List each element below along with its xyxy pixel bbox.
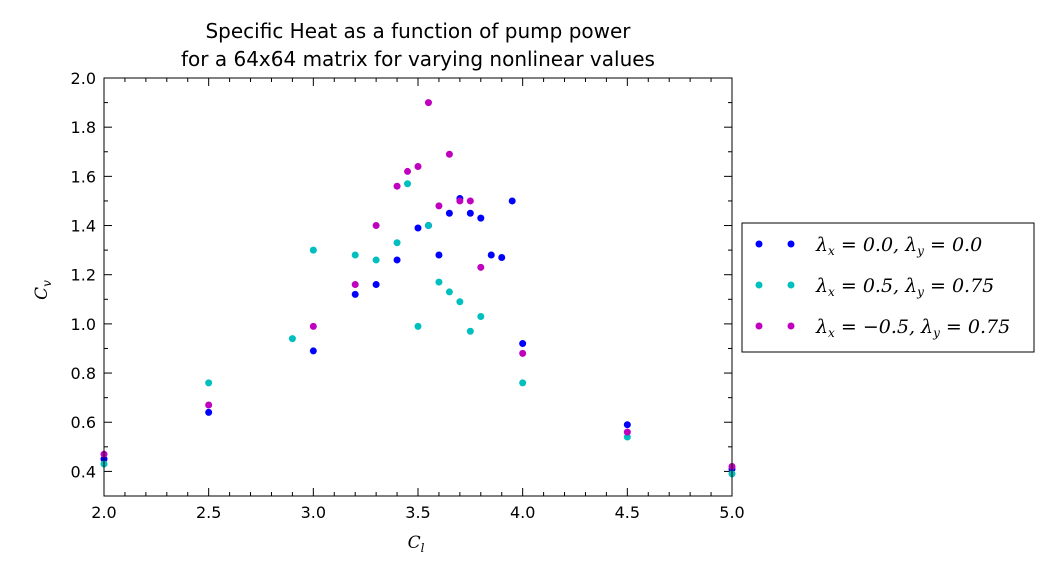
y-tick-label: 2.0: [71, 69, 96, 88]
data-point: [205, 379, 213, 387]
data-point: [477, 214, 485, 222]
data-point: [404, 167, 412, 175]
data-point: [351, 290, 359, 298]
data-point: [393, 256, 401, 264]
x-tick-label: 3.5: [405, 503, 430, 522]
y-tick-label: 0.4: [71, 462, 96, 481]
data-point: [205, 401, 213, 409]
x-axis-label-subscript: l: [421, 541, 425, 555]
series-1: [100, 194, 736, 473]
legend-entry-1: λx = 0.0, λy = 0.0: [755, 234, 982, 258]
y-tick-label: 0.8: [71, 364, 96, 383]
tick-layer: 2.0 2.5 3.0 3.5 4.0 4.5 5.0 0.4 0.6 0.8 1.0 1.2 1.4 1…: [71, 69, 745, 522]
legend-marker-2b: [787, 281, 795, 289]
data-point: [477, 313, 485, 321]
series-2: [100, 180, 736, 478]
y-tick-label: 1.0: [71, 315, 96, 334]
chart-title-line-1: Specific Heat as a function of pump powe…: [205, 19, 631, 43]
data-point: [519, 340, 527, 348]
legend-marker-1b: [787, 240, 795, 248]
x-tick-label: 3.0: [301, 503, 326, 522]
data-point: [435, 251, 443, 259]
data-point: [404, 180, 412, 188]
data-point: [372, 256, 380, 264]
legend-entry-3: λx = −0.5, λy = 0.75: [755, 316, 1010, 340]
legend-label-3: λx = −0.5, λy = 0.75: [815, 316, 1010, 340]
data-point: [477, 263, 485, 271]
data-point: [519, 349, 527, 357]
data-point: [623, 428, 631, 436]
y-axis-label: Cv: [32, 280, 54, 300]
data-point: [424, 222, 432, 230]
legend-label-2: λx = 0.5, λy = 0.75: [815, 275, 994, 299]
legend-marker-1a: [755, 240, 763, 248]
legend-marker-2a: [755, 281, 763, 289]
data-point: [309, 347, 317, 355]
x-tick-label: 4.5: [615, 503, 640, 522]
data-point: [205, 408, 213, 416]
x-tick-label: 4.0: [510, 503, 535, 522]
y-tick-label: 1.8: [71, 118, 96, 137]
x-axis-label: Cl: [408, 533, 425, 555]
data-point: [508, 197, 516, 205]
data-point-layer: [100, 99, 736, 478]
data-point: [309, 322, 317, 330]
data-point: [309, 246, 317, 254]
data-point: [445, 209, 453, 217]
y-tick-label: 1.4: [71, 217, 96, 236]
data-point: [435, 202, 443, 210]
data-point: [456, 298, 464, 306]
data-point: [351, 281, 359, 289]
data-point: [466, 197, 474, 205]
data-point: [623, 433, 631, 441]
data-point: [435, 278, 443, 286]
data-point: [466, 327, 474, 335]
data-point: [487, 251, 495, 259]
data-point: [466, 209, 474, 217]
legend-marker-3b: [787, 322, 795, 330]
data-point: [498, 253, 506, 261]
y-tick-label: 0.6: [71, 413, 96, 432]
data-point: [393, 239, 401, 247]
data-point: [445, 288, 453, 296]
data-point: [393, 182, 401, 190]
data-point: [288, 335, 296, 343]
chart-title-line-2: for a 64x64 matrix for varying nonlinear…: [181, 47, 655, 71]
y-tick-label: 1.6: [71, 167, 96, 186]
x-tick-label: 2.0: [91, 503, 116, 522]
data-point: [445, 150, 453, 158]
data-point: [414, 224, 422, 232]
y-axis-label-subscript: v: [40, 280, 54, 287]
legend-marker-3a: [755, 322, 763, 330]
data-point: [623, 421, 631, 429]
data-point: [372, 222, 380, 230]
x-tick-label: 5.0: [719, 503, 744, 522]
data-point: [456, 197, 464, 205]
series-3: [100, 99, 736, 470]
data-point: [519, 379, 527, 387]
data-point: [351, 251, 359, 259]
data-point: [414, 163, 422, 171]
data-point: [424, 99, 432, 107]
y-tick-label: 1.2: [71, 266, 96, 285]
x-tick-label: 2.5: [196, 503, 221, 522]
legend-entry-2: λx = 0.5, λy = 0.75: [755, 275, 994, 299]
legend: λx = 0.0, λy = 0.0 λx = 0.5, λy = 0.75 λ…: [741, 222, 1035, 353]
legend-label-1: λx = 0.0, λy = 0.0: [815, 234, 982, 258]
data-point: [372, 281, 380, 289]
plot-frame: [103, 77, 733, 497]
data-point: [414, 322, 422, 330]
